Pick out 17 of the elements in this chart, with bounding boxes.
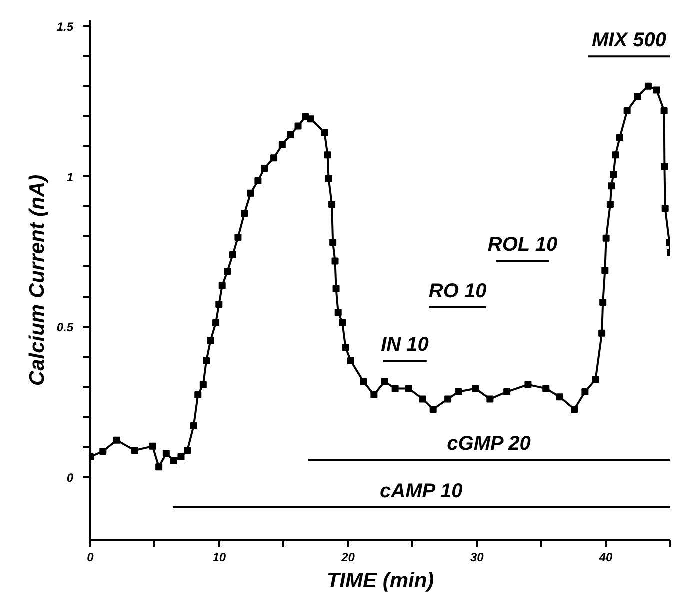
series-label: MIX 500 — [592, 30, 666, 52]
y-tick-label: 1 — [66, 170, 74, 184]
x-tick-label: 0 — [87, 550, 94, 564]
x-axis-title: TIME (min) — [326, 570, 434, 592]
y-axis-title: Calcium Current (nA) — [26, 174, 49, 386]
series-label: cGMP 20 — [447, 432, 531, 455]
series-label: cAMP 10 — [380, 480, 463, 502]
y-tick-label: 0.5 — [56, 320, 74, 335]
x-tick-label: 10 — [212, 550, 226, 564]
series-label: IN 10 — [381, 334, 429, 356]
x-tick-label: 40 — [598, 550, 614, 564]
series-label: ROL 10 — [488, 234, 558, 256]
y-tick-label: 1.5 — [56, 20, 74, 34]
x-tick-label: 30 — [470, 550, 484, 564]
y-tick-label: 0 — [66, 470, 74, 485]
x-tick-label: 20 — [340, 550, 356, 564]
series-label: RO 10 — [428, 280, 487, 303]
